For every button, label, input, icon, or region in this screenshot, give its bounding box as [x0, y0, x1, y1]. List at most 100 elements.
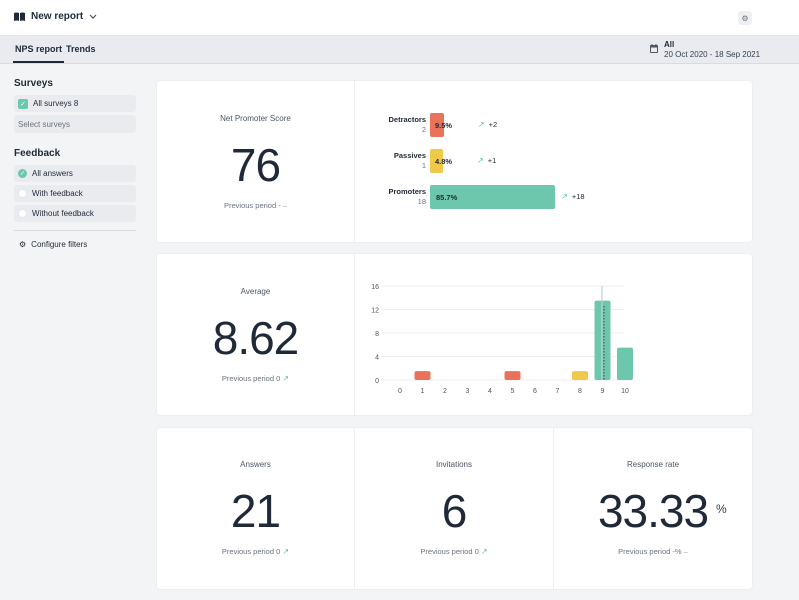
settings-button[interactable]: ⚙ [738, 11, 752, 25]
response-rate-value: 33.33 [597, 485, 709, 537]
average-previous-period: Previous period 0 ↗ [221, 374, 290, 383]
date-filter-label: All [664, 40, 675, 49]
nps-value: 76 [230, 139, 281, 191]
configure-filters-button[interactable]: ⚙ Configure filters [14, 240, 136, 249]
gear-icon: ⚙ [741, 13, 749, 23]
y-tick-label: 8 [375, 331, 379, 338]
score-bar [504, 371, 521, 380]
card-divider [354, 81, 355, 242]
response-rate-previous-period: Previous period -% – [618, 547, 688, 556]
average-label: Average [240, 287, 271, 296]
average-card: Average 8.62 Previous period 0 ↗ 0 4 8 12 16… [157, 254, 752, 415]
tab-trends[interactable]: Trends [66, 44, 96, 54]
average-value: 8.62 [212, 312, 300, 364]
trend-up-icon: ↗ [477, 156, 484, 165]
book-icon [14, 12, 25, 21]
select-surveys-placeholder: Select surveys [18, 119, 71, 129]
promoters-percent: 85.7% [436, 193, 458, 202]
date-range-picker[interactable]: All 20 Oct 2020 - 18 Sep 2021 [650, 40, 760, 60]
detractors-label: Detractors 2 [388, 115, 426, 134]
nps-previous-period: Previous period - – [224, 201, 287, 210]
x-tick-label: 4 [488, 388, 492, 395]
x-tick-label: 2 [443, 388, 447, 395]
all-surveys-label: All surveys 8 [33, 99, 79, 108]
trend-up-icon: ↗ [282, 547, 290, 556]
chevron-down-icon [89, 14, 97, 19]
feedback-option-all-answers[interactable]: ✓ All answers [14, 165, 136, 182]
configure-filters-label: Configure filters [31, 240, 88, 249]
response-rate-unit: % [716, 502, 727, 516]
y-tick-label: 0 [375, 378, 379, 385]
answers-value: 21 [230, 485, 281, 537]
promoters-delta: ↗ +18 [561, 192, 585, 201]
detractors-delta: ↗ +2 [477, 120, 498, 129]
invitations-label: Invitations [435, 460, 473, 469]
gear-icon: ⚙ [19, 240, 27, 249]
feedback-option-label: All answers [32, 169, 73, 178]
report-title-menu[interactable]: New report [14, 11, 97, 22]
x-tick-label: 3 [466, 388, 470, 395]
radio-unchecked-icon [18, 209, 27, 218]
radio-unchecked-icon [18, 189, 27, 198]
trend-up-icon: ↗ [480, 547, 488, 556]
y-tick-label: 16 [371, 284, 379, 291]
report-title: New report [31, 11, 84, 22]
feedback-option-with-feedback[interactable]: With feedback [14, 185, 136, 202]
surveys-heading: Surveys [14, 78, 53, 89]
feedback-option-label: With feedback [32, 189, 83, 198]
feedback-option-label: Without feedback [32, 209, 94, 218]
promoters-bar [430, 185, 556, 209]
checkmark-icon: ✓ [18, 98, 28, 109]
average-panel: Average 8.62 Previous period 0 ↗ [157, 254, 354, 415]
nps-label: Net Promoter Score [220, 114, 291, 123]
y-tick-label: 4 [375, 355, 379, 362]
card-divider [354, 428, 355, 589]
answers-previous-period: Previous period 0 ↗ [221, 547, 290, 556]
feedback-option-without-feedback[interactable]: Without feedback [14, 205, 136, 222]
calendar-icon [650, 44, 658, 53]
detractors-bar [430, 113, 444, 137]
passives-label: Passives 1 [393, 151, 426, 170]
invitations-value: 6 [441, 485, 468, 537]
nps-score-panel: Net Promoter Score 76 Previous period - … [157, 81, 354, 242]
score-bar [414, 371, 431, 380]
answers-label: Answers [240, 460, 271, 469]
card-divider [354, 254, 355, 415]
radio-checked-icon: ✓ [18, 169, 27, 178]
detractors-percent: 9.5% [435, 121, 453, 130]
score-bar [617, 347, 633, 380]
x-tick-label: 9 [601, 388, 605, 395]
x-tick-label: 8 [578, 388, 582, 395]
x-tick-label: 6 [533, 388, 537, 395]
y-tick-label: 12 [371, 308, 379, 315]
tab-bar: NPS report Trends All 20 Oct 2020 - 18 S… [0, 36, 799, 64]
all-surveys-checkbox[interactable]: ✓ All surveys 8 [14, 95, 136, 112]
nps-breakdown: Detractors 2 9.5% ↗ +2 Passives 1 4.8% ↗ +1 … [355, 81, 752, 242]
passives-delta: ↗ +1 [477, 156, 497, 165]
sidebar-divider [14, 230, 136, 231]
answers-panel: Answers 21 Previous period 0 ↗ [157, 428, 354, 589]
trend-up-icon: ↗ [477, 120, 485, 129]
trend-up-icon: ↗ [561, 192, 568, 201]
x-tick-label: 5 [511, 388, 515, 395]
stats-card: Answers 21 Previous period 0 ↗ Invitatio… [157, 428, 752, 589]
x-tick-label: 7 [556, 388, 560, 395]
card-divider [553, 428, 554, 589]
top-bar: New report ⚙ [0, 0, 799, 36]
filter-sidebar: Surveys ✓ All surveys 8 Select surveys F… [14, 78, 136, 249]
response-rate-panel: Response rate 33.33 % Previous period -%… [554, 428, 752, 589]
feedback-heading: Feedback [14, 148, 61, 159]
passives-bar [430, 149, 443, 173]
x-tick-label: 1 [421, 388, 425, 395]
invitations-previous-period: Previous period 0 ↗ [420, 547, 488, 556]
promoters-label: Promoters 18 [388, 187, 426, 206]
invitations-panel: Invitations 6 Previous period 0 ↗ [355, 428, 553, 589]
x-tick-label: 10 [621, 388, 629, 395]
nps-card: Net Promoter Score 76 Previous period - … [157, 81, 752, 242]
score-bar [572, 371, 588, 380]
trend-up-icon: ↗ [282, 374, 290, 383]
passives-percent: 4.8% [435, 157, 453, 166]
tab-nps-report[interactable]: NPS report [12, 44, 65, 63]
select-surveys-dropdown[interactable]: Select surveys [14, 115, 136, 133]
